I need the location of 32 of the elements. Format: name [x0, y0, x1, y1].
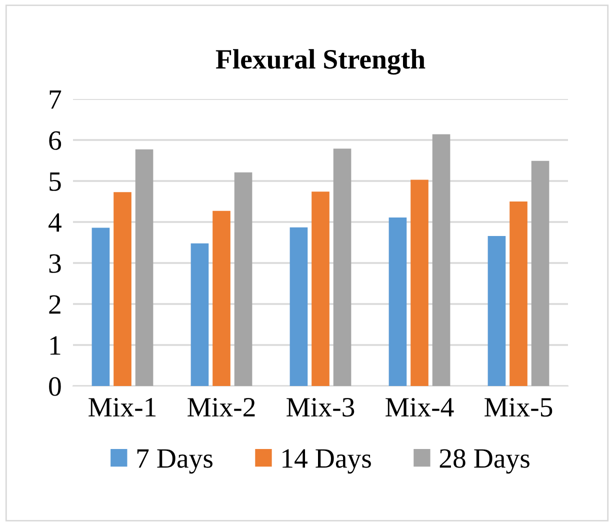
x-tick-label: Mix-3	[286, 398, 354, 417]
y-tick-label: 0	[49, 377, 61, 396]
bar	[92, 228, 110, 386]
x-tick-label: Mix-1	[88, 398, 156, 416]
y-tick-label: 3	[49, 254, 61, 273]
bar	[290, 227, 308, 386]
x-tick-label: Mix-5	[484, 398, 552, 417]
bar	[531, 160, 550, 386]
legend-label: 7 Days	[137, 449, 212, 474]
chart-title: Flexural Strength	[216, 49, 426, 75]
y-tick-label: 5	[50, 172, 61, 191]
bar	[510, 202, 528, 386]
bar	[114, 192, 132, 386]
bar	[488, 236, 506, 386]
x-tick-label: Mix-2	[188, 398, 255, 416]
bar	[410, 180, 428, 386]
y-tick-label: 2	[49, 295, 60, 314]
bar	[312, 192, 330, 386]
bar	[388, 217, 407, 386]
bar	[190, 243, 209, 386]
y-tick-label: 1	[50, 336, 60, 355]
bar	[135, 149, 154, 386]
y-tick-label: 4	[48, 213, 62, 232]
bar	[234, 172, 252, 386]
legend-label: 28 Days	[440, 449, 530, 474]
bar	[432, 134, 450, 386]
bar	[333, 148, 352, 386]
y-tick-label: 7	[50, 90, 62, 109]
legend-label: 14 Days	[282, 449, 371, 474]
bar	[212, 210, 230, 386]
y-tick-label: 6	[49, 131, 62, 150]
x-tick-label: Mix-4	[386, 398, 454, 416]
